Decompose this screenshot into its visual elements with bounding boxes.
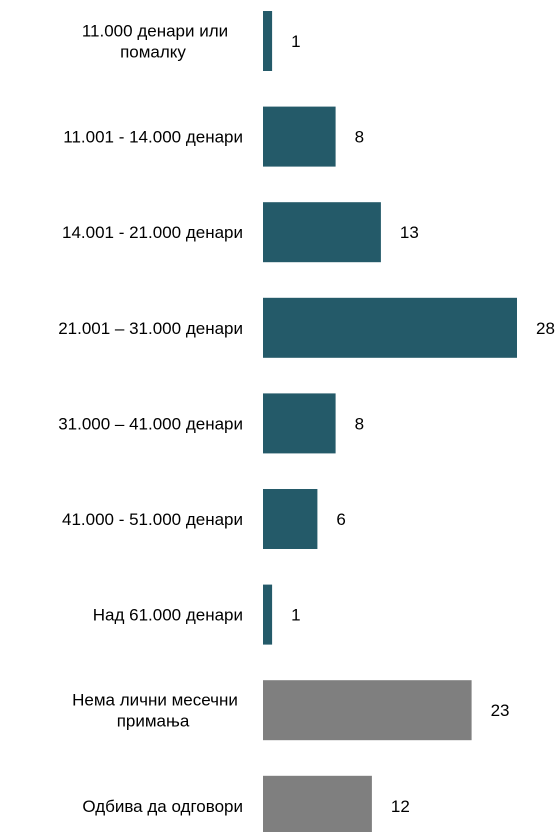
category-label-4: 31.000 – 41.000 денари [58,414,243,433]
bar-4 [263,393,336,454]
bar-7 [263,680,472,741]
category-label-0-line-1: помалку [120,43,186,62]
value-label-0: 1 [291,32,300,51]
bar-1 [263,106,336,167]
category-label-7-line-0: Нема лични месечни [72,691,238,710]
category-label-5: 41.000 - 51.000 денари [62,510,243,529]
category-label-6: Над 61.000 денари [93,606,243,625]
category-label-8: Одбива да одговори [82,797,243,816]
category-label-7: Нема лични месечни примања [72,691,238,731]
value-label-4: 8 [355,414,364,433]
category-label-0-line-0: 11.000 денари или [82,22,228,41]
category-label-0: 11.000 денари или помалку [82,22,228,62]
value-label-7: 23 [491,701,510,720]
bar-6 [263,584,273,645]
bar-5 [263,489,318,549]
category-label-3: 21.001 – 31.000 денари [58,319,243,338]
value-label-5: 6 [336,510,345,529]
bar-3 [263,297,517,358]
bar-8 [263,775,372,832]
category-label-7-line-1: примања [117,712,190,731]
value-label-6: 1 [291,606,300,625]
value-label-2: 13 [400,223,419,242]
bar-0 [263,11,273,71]
bar-2 [263,202,381,263]
category-label-1: 11.001 - 14.000 денари [63,128,243,147]
value-label-8: 12 [391,797,410,816]
value-label-3: 28 [536,319,555,338]
value-label-1: 8 [355,128,364,147]
category-label-2: 14.001 - 21.000 денари [62,223,243,242]
